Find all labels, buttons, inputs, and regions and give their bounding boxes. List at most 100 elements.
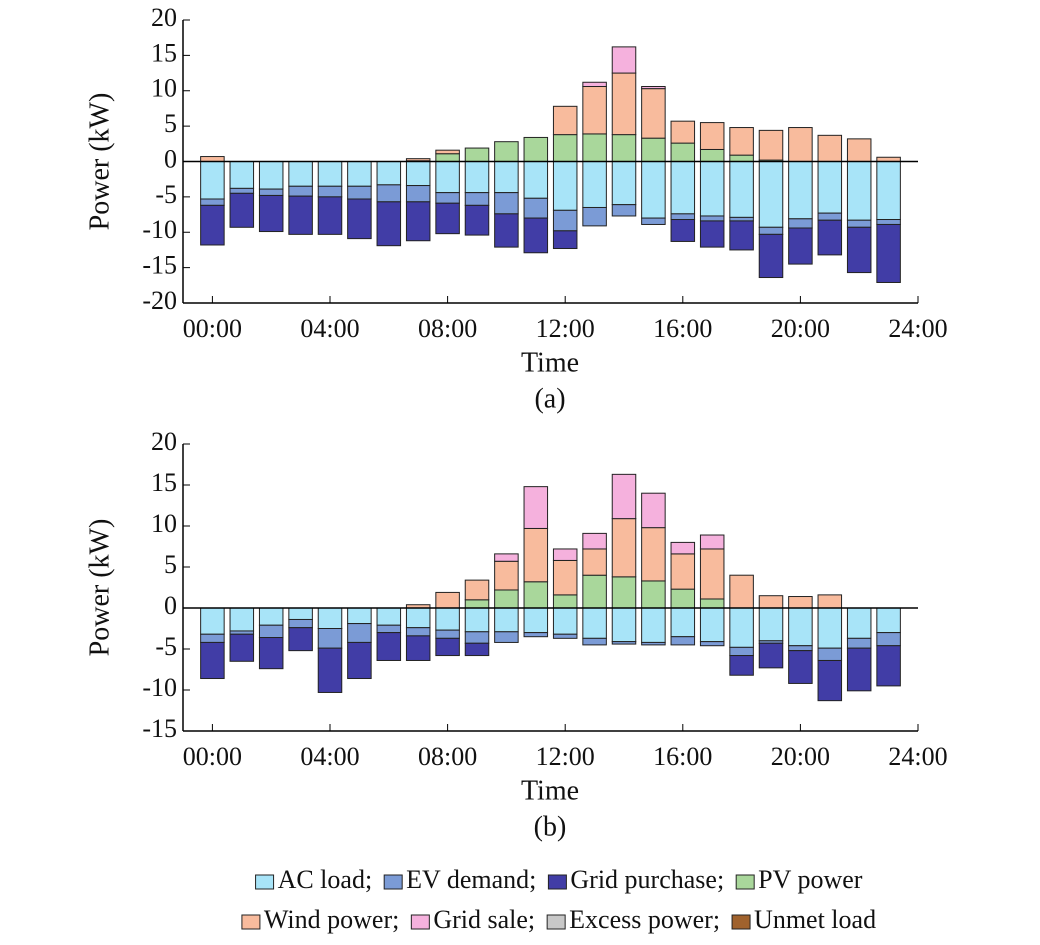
legend-label: Grid sale; [433, 905, 535, 934]
y-tick-label: -15 [142, 714, 177, 743]
y-tick-label: -10 [142, 673, 177, 702]
bar-segment [523, 581, 549, 609]
x-tick-label: 04:00 [300, 314, 359, 343]
bar-segment [758, 226, 784, 235]
x-tick-label: 12:00 [536, 314, 595, 343]
bar-segment [229, 161, 255, 189]
bar-segment [729, 220, 754, 251]
bar-segment [699, 148, 725, 163]
bar-segment [611, 72, 637, 136]
bar-segment [494, 553, 519, 562]
y-tick-label: 0 [164, 144, 177, 173]
bar-segment [876, 632, 901, 647]
bar-segment [611, 161, 637, 206]
bar-segment [817, 161, 843, 214]
bar-segment [552, 230, 578, 250]
bar-segment [758, 129, 784, 161]
bar-segment [347, 185, 372, 200]
bar-segment [641, 641, 666, 646]
bar-segment [435, 161, 460, 194]
bar-segment [494, 607, 519, 633]
x-tick-label: 16:00 [653, 742, 712, 771]
bar-segment [376, 607, 402, 626]
legend-label: PV power [758, 865, 863, 894]
bar-segment [347, 607, 372, 625]
bar-segment [435, 149, 460, 155]
bar-segment [523, 527, 549, 583]
bar-segment [405, 185, 431, 203]
bar-segment [699, 122, 725, 150]
bar-segment [670, 161, 696, 215]
x-tick-label: 20:00 [771, 742, 830, 771]
legend-label: Wind power; [264, 905, 399, 934]
bar-segment [288, 618, 313, 629]
bar-segment [435, 591, 460, 609]
bar-segment [670, 607, 696, 638]
bar-segment [582, 548, 607, 576]
bar-segment [670, 588, 696, 609]
bar-segment [670, 636, 696, 646]
bar-segment [641, 527, 666, 582]
bar-segment [699, 220, 725, 248]
legend-swatch [410, 914, 430, 930]
bar-segment [846, 647, 872, 692]
bar-segment [229, 187, 255, 194]
bar-segment [729, 154, 754, 163]
bar-segment [288, 195, 313, 235]
bar-segment [582, 81, 607, 88]
bar-segment [611, 46, 637, 74]
bar-segment [464, 192, 490, 206]
bar-segment [288, 627, 313, 652]
bar-segment [405, 161, 431, 187]
bar-segment [435, 607, 460, 631]
bar-segment [876, 161, 901, 221]
bar-segment [552, 559, 578, 596]
legend-label: EV demand; [406, 865, 536, 894]
y-axis-label: Power (kW) [84, 93, 115, 231]
bar-segment [670, 553, 696, 590]
bar-segment [788, 227, 813, 265]
bar-segment [788, 596, 813, 609]
bar-segment [641, 492, 666, 529]
x-tick-label: 24:00 [888, 742, 947, 771]
bar-segment [552, 548, 578, 561]
bar-segment [494, 192, 519, 215]
bar-segment [464, 642, 490, 657]
bar-segment [817, 607, 843, 649]
bar-segment [494, 589, 519, 609]
bar-segment [552, 105, 578, 136]
legend-label: AC load; [278, 865, 373, 894]
bar-segment [200, 161, 225, 200]
bar-segment [817, 659, 843, 702]
bar-segment [758, 607, 784, 642]
bar-segment [347, 198, 372, 240]
x-tick-label: 24:00 [888, 314, 947, 343]
bar-segment [376, 184, 402, 203]
bar-segment [788, 650, 813, 684]
y-axis-label: Power (kW) [84, 519, 115, 657]
bar-segment [788, 607, 813, 647]
bar-segment [317, 196, 343, 235]
bar-segment [494, 560, 519, 591]
bar-segment [464, 579, 490, 601]
y-tick-label: 20 [151, 427, 177, 456]
bar-segment [729, 607, 754, 648]
y-tick-label: -5 [155, 632, 177, 661]
bar-segment [494, 631, 519, 643]
bar-segment [846, 607, 872, 639]
bar-segment [611, 641, 637, 645]
bar-segment [523, 161, 549, 199]
bar-segment [611, 607, 637, 643]
x-axis-label: Time [521, 775, 579, 806]
bar-segment [376, 201, 402, 247]
bar-segment [347, 641, 372, 680]
bar-segment [729, 216, 754, 222]
bar-segment [758, 233, 784, 279]
bar-segment [288, 607, 313, 620]
bar-segment [317, 161, 343, 187]
bar-segment [758, 642, 784, 669]
bar-segment [788, 127, 813, 162]
y-tick-label: 20 [151, 3, 177, 32]
bar-segment [523, 632, 549, 638]
bar-segment [258, 637, 284, 670]
